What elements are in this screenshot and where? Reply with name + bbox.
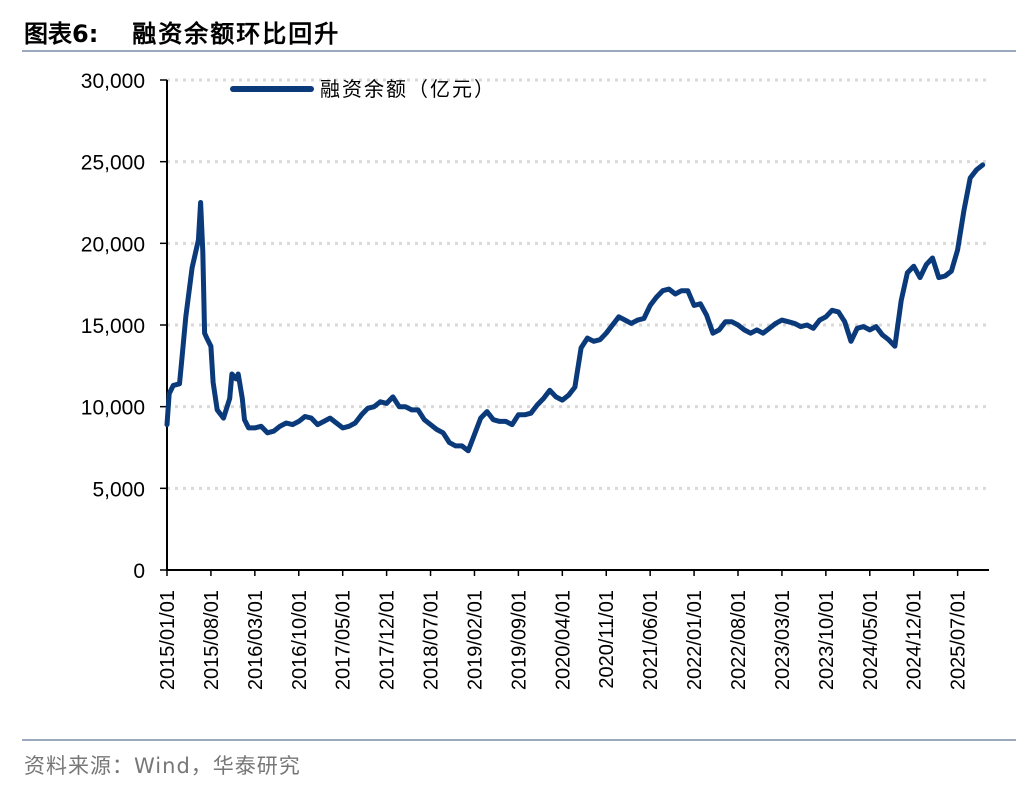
- x-tick-label: 2015/01/01: [157, 590, 179, 690]
- x-tick-label: 2017/05/01: [333, 590, 355, 690]
- gridlines: [167, 78, 989, 490]
- y-axis: 0 5,000 10,000 15,000 20,000 25,000 30,000: [81, 70, 168, 583]
- y-tick-label: 25,000: [81, 152, 145, 175]
- y-tick-label: 10,000: [81, 397, 145, 420]
- x-tick-label: 2023/10/01: [816, 590, 838, 690]
- y-tick-label: 0: [133, 560, 145, 583]
- series-line-0: [164, 162, 986, 454]
- y-tick-label: 15,000: [81, 315, 145, 338]
- x-tick-label: 2024/12/01: [904, 590, 926, 690]
- x-tick-label: 2022/01/01: [684, 590, 706, 690]
- figure-header: 图表6: 融资余额环比回升: [24, 14, 340, 48]
- x-tick-label: 2021/06/01: [640, 590, 662, 690]
- legend: 融资余额（亿元）: [230, 77, 496, 101]
- x-tick-label: 2024/05/01: [860, 590, 882, 690]
- x-tick-label: 2016/10/01: [289, 590, 311, 690]
- source-note: 资料来源：Wind，华泰研究: [24, 754, 301, 778]
- series-layer: [164, 162, 986, 454]
- x-tick-label: 2019/02/01: [464, 590, 486, 690]
- figure-label: 图表6:: [24, 19, 99, 48]
- footer-rule: [22, 739, 1016, 741]
- x-axis: 2015/01/01 2015/08/01 2016/03/01 2016/10/01…: [157, 569, 989, 690]
- x-tick-label: 2018/07/01: [421, 590, 443, 690]
- x-tick-label: 2022/08/01: [728, 590, 750, 690]
- x-tick-label: 2025/07/01: [948, 590, 970, 690]
- x-tick-label: 2017/12/01: [377, 590, 399, 690]
- x-tick-label: 2016/03/01: [245, 590, 267, 690]
- header-rule: [22, 50, 1016, 52]
- x-tick-label: 2019/09/01: [508, 590, 530, 690]
- x-tick-label: 2015/08/01: [201, 590, 223, 690]
- y-tick-label: 5,000: [92, 478, 145, 501]
- x-tick-label: 2023/03/01: [772, 590, 794, 690]
- y-tick-label: 20,000: [81, 233, 145, 256]
- x-tick-label: 2020/04/01: [552, 590, 574, 690]
- figure-title: 融资余额环比回升: [132, 19, 341, 48]
- legend-label: 融资余额（亿元）: [320, 77, 496, 101]
- x-tick-label: 2020/11/01: [596, 590, 618, 689]
- y-tick-label: 30,000: [81, 70, 145, 93]
